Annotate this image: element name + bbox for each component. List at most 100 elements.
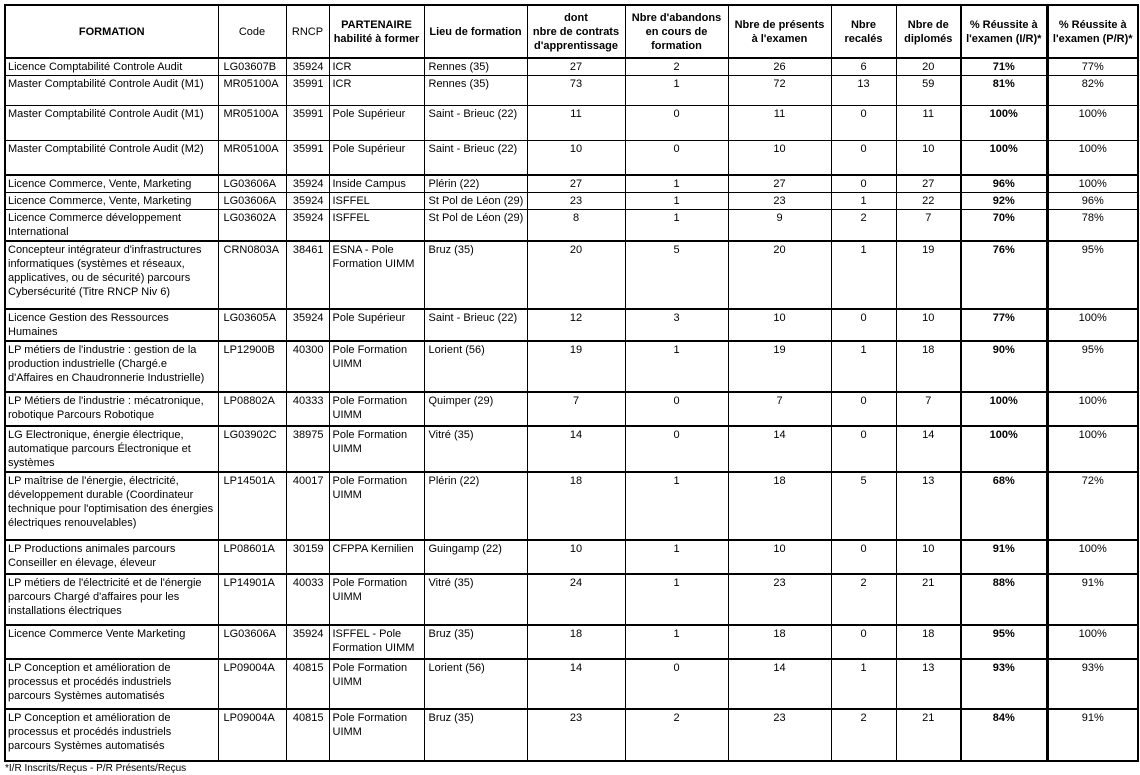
- cell-reussite_ir: 71%: [960, 57, 1048, 76]
- cell-abandons: 2: [624, 707, 729, 761]
- cell-formation: LP métiers de l'industrie : gestion de l…: [4, 339, 219, 392]
- cell-lieu: Lorient (56): [423, 657, 528, 709]
- cell-diplomes: 20: [895, 57, 962, 76]
- cell-reussite_ir: 92%: [960, 191, 1048, 210]
- cell-lieu: Quimper (29): [423, 390, 528, 426]
- cell-reussite_ir: 90%: [960, 339, 1048, 392]
- cell-recales: 0: [830, 538, 897, 574]
- column-header-abandons: Nbre d'abandons en cours de formation: [624, 4, 729, 59]
- cell-diplomes: 21: [895, 572, 962, 625]
- cell-contrats: 24: [526, 572, 626, 625]
- cell-reussite_pr: 100%: [1045, 538, 1139, 574]
- cell-presents: 10: [727, 538, 832, 574]
- cell-reussite_pr: 100%: [1045, 140, 1139, 175]
- cell-recales: 1: [830, 657, 897, 709]
- cell-contrats: 20: [526, 239, 626, 309]
- cell-code: MR05100A: [217, 140, 287, 175]
- cell-contrats: 23: [526, 707, 626, 761]
- cell-contrats: 10: [526, 538, 626, 574]
- cell-recales: 1: [830, 339, 897, 392]
- cell-presents: 14: [727, 657, 832, 709]
- footnote: *I/R Inscrits/Reçus - P/R Présents/Reçus: [5, 762, 187, 774]
- cell-rncp: 35924: [285, 191, 330, 210]
- cell-recales: 13: [830, 75, 897, 106]
- cell-partenaire: ESNA - Pole Formation UIMM: [328, 239, 425, 309]
- column-header-rncp: RNCP: [285, 4, 330, 59]
- cell-recales: 0: [830, 623, 897, 659]
- cell-abandons: 5: [624, 239, 729, 309]
- cell-rncp: 40815: [285, 707, 330, 761]
- cell-abandons: 1: [624, 623, 729, 659]
- cell-presents: 20: [727, 239, 832, 309]
- cell-presents: 23: [727, 191, 832, 210]
- cell-abandons: 3: [624, 307, 729, 341]
- cell-formation: Licence Comptabilité Controle Audit: [4, 57, 219, 76]
- cell-formation: LP Conception et amélioration de process…: [4, 707, 219, 761]
- cell-formation: Concepteur intégrateur d'infrastructures…: [4, 239, 219, 309]
- cell-recales: 6: [830, 57, 897, 76]
- cell-partenaire: Pole Formation UIMM: [328, 657, 425, 709]
- cell-code: LG03602A: [217, 208, 287, 241]
- table-row: Concepteur intégrateur d'infrastructures…: [4, 239, 1139, 309]
- results-table: FORMATION Code RNCP PARTENAIRE habilité à f…: [4, 4, 1139, 762]
- cell-diplomes: 18: [895, 339, 962, 392]
- cell-reussite_pr: 100%: [1045, 623, 1139, 659]
- column-header-code: Code: [217, 4, 287, 59]
- cell-diplomes: 10: [895, 140, 962, 175]
- cell-rncp: 35924: [285, 57, 330, 76]
- table-row: LG Electronique, énergie électrique, aut…: [4, 424, 1139, 472]
- cell-partenaire: Pole Formation UIMM: [328, 390, 425, 426]
- cell-formation: Licence Commerce Vente Marketing: [4, 623, 219, 659]
- column-header-partenaire: PARTENAIRE habilité à former: [328, 4, 425, 59]
- cell-contrats: 23: [526, 191, 626, 210]
- cell-lieu: Saint - Brieuc (22): [423, 140, 528, 175]
- cell-presents: 23: [727, 707, 832, 761]
- cell-partenaire: ICR: [328, 57, 425, 76]
- cell-recales: 5: [830, 470, 897, 540]
- cell-code: LG03606A: [217, 173, 287, 193]
- cell-reussite_ir: 100%: [960, 390, 1048, 426]
- cell-lieu: Saint - Brieuc (22): [423, 105, 528, 141]
- cell-abandons: 1: [624, 470, 729, 540]
- table-row: LP Conception et amélioration de process…: [4, 707, 1139, 761]
- cell-code: MR05100A: [217, 105, 287, 141]
- cell-recales: 0: [830, 173, 897, 193]
- cell-lieu: Vitré (35): [423, 424, 528, 472]
- cell-lieu: Rennes (35): [423, 75, 528, 106]
- cell-presents: 18: [727, 470, 832, 540]
- table-row: Licence Commerce développement Internati…: [4, 208, 1139, 241]
- cell-presents: 7: [727, 390, 832, 426]
- cell-reussite_ir: 84%: [960, 707, 1048, 761]
- cell-diplomes: 18: [895, 623, 962, 659]
- table-row: LP Productions animales parcours Conseil…: [4, 538, 1139, 574]
- cell-reussite_pr: 93%: [1045, 657, 1139, 709]
- cell-rncp: 35924: [285, 623, 330, 659]
- cell-presents: 10: [727, 307, 832, 341]
- table-row: Licence Commerce, Vente, Marketing LG0360…: [4, 191, 1139, 210]
- cell-reussite_pr: 95%: [1045, 239, 1139, 309]
- cell-presents: 11: [727, 105, 832, 141]
- cell-rncp: 35924: [285, 307, 330, 341]
- cell-contrats: 27: [526, 57, 626, 76]
- cell-formation: Master Comptabilité Controle Audit (M2): [4, 140, 219, 175]
- cell-reussite_ir: 77%: [960, 307, 1048, 341]
- table-row: Licence Gestion des Ressources Humaines L…: [4, 307, 1139, 341]
- cell-code: MR05100A: [217, 75, 287, 106]
- column-header-reussite_pr: % Réussite à l'examen (P/R)*: [1045, 4, 1139, 59]
- cell-formation: LP Métiers de l'industrie : mécatronique…: [4, 390, 219, 426]
- column-header-recales: Nbre recalés: [830, 4, 897, 59]
- cell-partenaire: Pole Formation UIMM: [328, 424, 425, 472]
- cell-code: LG03605A: [217, 307, 287, 341]
- cell-diplomes: 13: [895, 470, 962, 540]
- cell-recales: 2: [830, 208, 897, 241]
- cell-lieu: Lorient (56): [423, 339, 528, 392]
- table-row: Master Comptabilité Controle Audit (M2) M…: [4, 140, 1139, 175]
- cell-abandons: 0: [624, 424, 729, 472]
- cell-partenaire: Pole Formation UIMM: [328, 339, 425, 392]
- cell-rncp: 40300: [285, 339, 330, 392]
- cell-code: LG03607B: [217, 57, 287, 76]
- cell-recales: 0: [830, 140, 897, 175]
- cell-contrats: 19: [526, 339, 626, 392]
- cell-partenaire: ISFFEL: [328, 208, 425, 241]
- table-row: LP maîtrise de l'énergie, électricité, d…: [4, 470, 1139, 540]
